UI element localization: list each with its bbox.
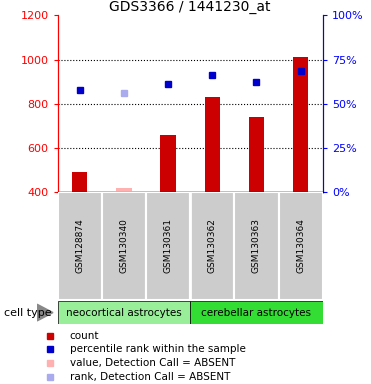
Bar	[58, 192, 102, 300]
Text: GSM128874: GSM128874	[75, 218, 84, 273]
Bar	[279, 192, 323, 300]
Text: rank, Detection Call = ABSENT: rank, Detection Call = ABSENT	[70, 372, 230, 382]
Bar	[160, 135, 176, 192]
Text: neocortical astrocytes: neocortical astrocytes	[66, 308, 182, 318]
Bar	[293, 57, 308, 192]
Bar	[204, 97, 220, 192]
Bar	[234, 192, 279, 300]
Text: GSM130364: GSM130364	[296, 218, 305, 273]
Bar	[249, 117, 264, 192]
Text: GSM130361: GSM130361	[164, 218, 173, 273]
Bar	[190, 301, 323, 324]
Text: GSM130362: GSM130362	[208, 218, 217, 273]
Bar	[116, 188, 132, 192]
Bar	[72, 172, 87, 192]
Bar	[146, 192, 190, 300]
Bar	[190, 192, 234, 300]
Bar	[58, 301, 190, 324]
Text: GSM130363: GSM130363	[252, 218, 261, 273]
Polygon shape	[37, 304, 53, 321]
Bar	[102, 192, 146, 300]
Text: cerebellar astrocytes: cerebellar astrocytes	[201, 308, 311, 318]
Text: percentile rank within the sample: percentile rank within the sample	[70, 344, 246, 354]
Text: value, Detection Call = ABSENT: value, Detection Call = ABSENT	[70, 358, 235, 368]
Text: count: count	[70, 331, 99, 341]
Text: GSM130340: GSM130340	[119, 218, 128, 273]
Text: cell type: cell type	[4, 308, 51, 318]
Title: GDS3366 / 1441230_at: GDS3366 / 1441230_at	[109, 0, 271, 14]
